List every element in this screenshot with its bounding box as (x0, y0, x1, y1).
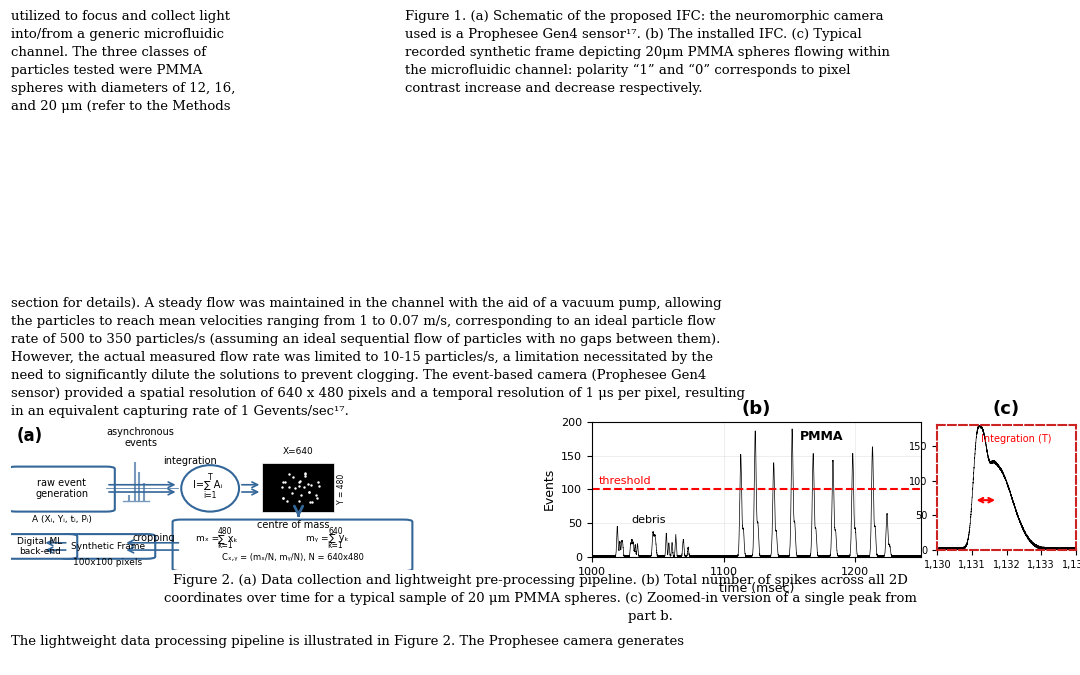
Text: T: T (207, 473, 213, 482)
Text: 100x100 pixels: 100x100 pixels (73, 558, 143, 567)
Text: X=640: X=640 (283, 447, 314, 456)
Text: Cₓ,ᵧ = (mₓ/N, mᵧ/N), N = 640x480: Cₓ,ᵧ = (mₓ/N, mᵧ/N), N = 640x480 (221, 553, 364, 562)
Text: integration: integration (163, 456, 217, 466)
Text: cropping: cropping (133, 533, 175, 543)
FancyBboxPatch shape (2, 534, 78, 559)
Text: raw event
generation: raw event generation (35, 478, 89, 500)
Text: ∑ xₖ: ∑ xₖ (218, 533, 238, 543)
Text: k=1: k=1 (217, 541, 232, 550)
Text: (c): (c) (993, 400, 1021, 418)
Text: I=∑ Aᵢ: I=∑ Aᵢ (192, 479, 221, 489)
FancyBboxPatch shape (59, 534, 156, 559)
Text: i=1: i=1 (203, 491, 217, 500)
Text: (b): (b) (742, 400, 771, 418)
Text: mₓ =: mₓ = (195, 534, 219, 543)
Text: A (Xᵢ, Yᵢ, tᵢ, Pᵢ): A (Xᵢ, Yᵢ, tᵢ, Pᵢ) (31, 515, 92, 524)
Text: ∑ yₖ: ∑ yₖ (328, 533, 348, 543)
Text: Synthetic Frame: Synthetic Frame (71, 542, 145, 551)
Text: Integration (T): Integration (T) (981, 434, 1052, 444)
Text: mᵧ =: mᵧ = (306, 534, 328, 543)
FancyBboxPatch shape (262, 463, 335, 512)
Text: section for details). A steady flow was maintained in the channel with the aid o: section for details). A steady flow was … (11, 297, 745, 418)
FancyBboxPatch shape (173, 520, 413, 571)
Text: centre of mass: centre of mass (257, 520, 329, 530)
Text: PMMA: PMMA (800, 430, 843, 443)
Y-axis label: Events: Events (542, 468, 555, 510)
X-axis label: time (msec): time (msec) (719, 582, 794, 595)
Text: T: T (296, 454, 301, 463)
Text: Y = 480: Y = 480 (337, 473, 346, 504)
Text: k=1: k=1 (327, 541, 343, 550)
Text: Figure 2. (a) Data collection and lightweight pre-processing pipeline. (b) Total: Figure 2. (a) Data collection and lightw… (163, 574, 917, 623)
Text: Figure 1. (a) Schematic of the proposed IFC: the neuromorphic camera
used is a P: Figure 1. (a) Schematic of the proposed … (405, 10, 890, 95)
FancyBboxPatch shape (8, 466, 114, 512)
Text: Digital ML
back-end: Digital ML back-end (17, 537, 63, 556)
Text: threshold: threshold (598, 476, 651, 486)
Text: (a): (a) (16, 427, 43, 445)
Text: utilized to focus and collect light
into/from a generic microfluidic
channel. Th: utilized to focus and collect light into… (11, 10, 235, 113)
Text: 480: 480 (217, 527, 232, 537)
Text: The lightweight data processing pipeline is illustrated in Figure 2. The Prophes: The lightweight data processing pipeline… (11, 634, 684, 647)
Text: debris: debris (632, 515, 666, 525)
Text: asynchronous
events: asynchronous events (107, 427, 175, 448)
Text: 640: 640 (328, 527, 342, 537)
Ellipse shape (181, 465, 239, 512)
